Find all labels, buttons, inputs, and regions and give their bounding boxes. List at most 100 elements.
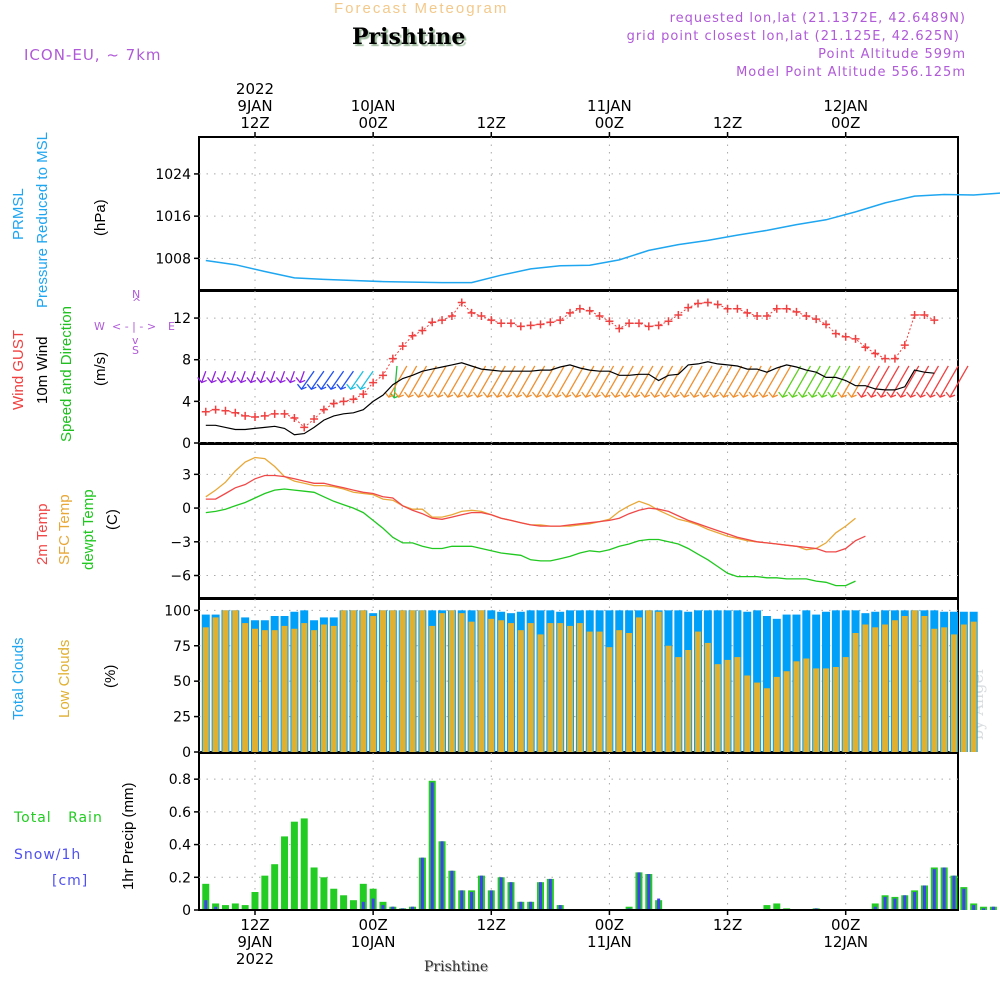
gust-marker (339, 397, 348, 406)
arrow-shaft (890, 365, 910, 398)
arrow-head (336, 383, 347, 390)
arrow-shaft (467, 365, 487, 398)
y-tick-label: −6 (170, 569, 191, 585)
snow-bar (489, 890, 493, 910)
gust-marker (733, 304, 742, 313)
arrow-head (453, 391, 463, 398)
arrow-shaft (870, 365, 890, 398)
low-cloud-bar (970, 621, 977, 752)
bottom-time-label: 00Z (831, 916, 860, 934)
arrow-head (827, 391, 838, 398)
low-cloud-bar (852, 633, 859, 752)
low-cloud-bar (271, 630, 278, 752)
snow-bar (657, 898, 661, 910)
snow-bar (391, 906, 395, 910)
rain-bar (871, 903, 879, 910)
arrow-head (482, 391, 493, 398)
rain-bar (271, 864, 279, 910)
wind-direction-arrow (226, 370, 237, 384)
gust-marker (831, 329, 840, 338)
gust-marker (280, 409, 289, 418)
snow-label: Snow/1h (14, 847, 82, 863)
y-tick-label: 8 (182, 353, 191, 369)
low-cloud-bar (596, 631, 603, 752)
low-cloud-bar (242, 623, 249, 752)
low-cloud-bar (783, 671, 790, 752)
low-cloud-bar (202, 627, 209, 752)
wind-direction-arrow (837, 365, 861, 398)
wind-direction-arrow (787, 365, 812, 398)
gust-marker (251, 412, 259, 421)
rain-bar (300, 818, 308, 910)
rain-bar (349, 900, 357, 910)
snow-bar (647, 874, 651, 910)
low-cloud-bar (478, 610, 485, 752)
arrow-shaft (289, 370, 295, 383)
panel-4 (194, 752, 997, 911)
arrow-head (807, 391, 818, 398)
gust-marker (447, 311, 456, 320)
wind-direction-arrow (295, 370, 306, 384)
compass-e: E (168, 320, 175, 333)
arrow-head (699, 391, 710, 398)
arrow-head (758, 391, 769, 398)
snow-bar (361, 901, 365, 910)
compass-n: N (132, 288, 141, 301)
y-tick-label: 0 (182, 745, 191, 761)
arrow-head (689, 391, 700, 398)
low-cloud-bar (537, 634, 544, 752)
bottom-time-label: 2022 (236, 950, 274, 968)
wind-direction-arrow (610, 365, 634, 398)
gust-marker (664, 317, 673, 326)
panel-2 (194, 443, 959, 599)
wind-direction-arrow (394, 365, 418, 398)
arrow-shaft (427, 365, 447, 398)
wind-direction-arrow (197, 370, 207, 384)
top-time-label: 12Z (240, 114, 269, 132)
bottom-time-label: 10JAN (351, 933, 396, 951)
bottom-time-label: 00Z (595, 916, 624, 934)
rain-bar (310, 867, 318, 910)
arrow-head (256, 377, 266, 384)
low-cloud-bar (409, 610, 416, 752)
bottom-time-label: 9JAN (237, 933, 272, 951)
low-cloud-bar (655, 611, 662, 752)
arrow-shaft (269, 370, 276, 383)
snow-bar (972, 905, 976, 910)
wind-direction-arrow (876, 365, 900, 398)
wind-direction-arrow (531, 365, 556, 398)
snow-bar (962, 888, 966, 910)
low-cloud-bar (311, 630, 318, 752)
y-tick-label: 3 (182, 467, 191, 483)
arrow-shaft (417, 365, 437, 398)
gust-marker (546, 318, 555, 327)
arrow-shaft (260, 370, 266, 383)
wind-direction-arrow (758, 365, 782, 398)
low-cloud-bar (379, 610, 386, 752)
gust-marker (378, 371, 387, 380)
wind-direction-arrow (699, 365, 723, 398)
gust-marker (585, 306, 594, 315)
gust-marker (300, 423, 309, 432)
wind-direction-arrow (768, 365, 792, 398)
gust-marker (595, 311, 604, 320)
low-cloud-bar (882, 624, 889, 752)
arrow-shaft (457, 365, 477, 398)
low-cloud-bar (468, 621, 475, 752)
rain-bar (261, 875, 269, 910)
y-tick-label: 0 (182, 903, 191, 919)
model-altitude: Model Point Altitude 556.125m (736, 65, 966, 80)
wind-direction-arrow (326, 370, 345, 390)
arrow-head (640, 391, 651, 398)
wind-direction-arrow (433, 365, 457, 398)
wind-direction-arrow (935, 365, 959, 398)
gust-marker (467, 308, 476, 317)
y-tick-label: 4 (182, 394, 191, 410)
gust-marker (438, 316, 447, 325)
gust-marker (566, 308, 575, 317)
wind-direction-arrow (689, 365, 713, 398)
low-cloud-bar (862, 624, 869, 752)
top-time-label: 12JAN (823, 97, 868, 115)
wind-direction-arrow (336, 370, 354, 390)
low-cloud-bar (941, 627, 948, 752)
